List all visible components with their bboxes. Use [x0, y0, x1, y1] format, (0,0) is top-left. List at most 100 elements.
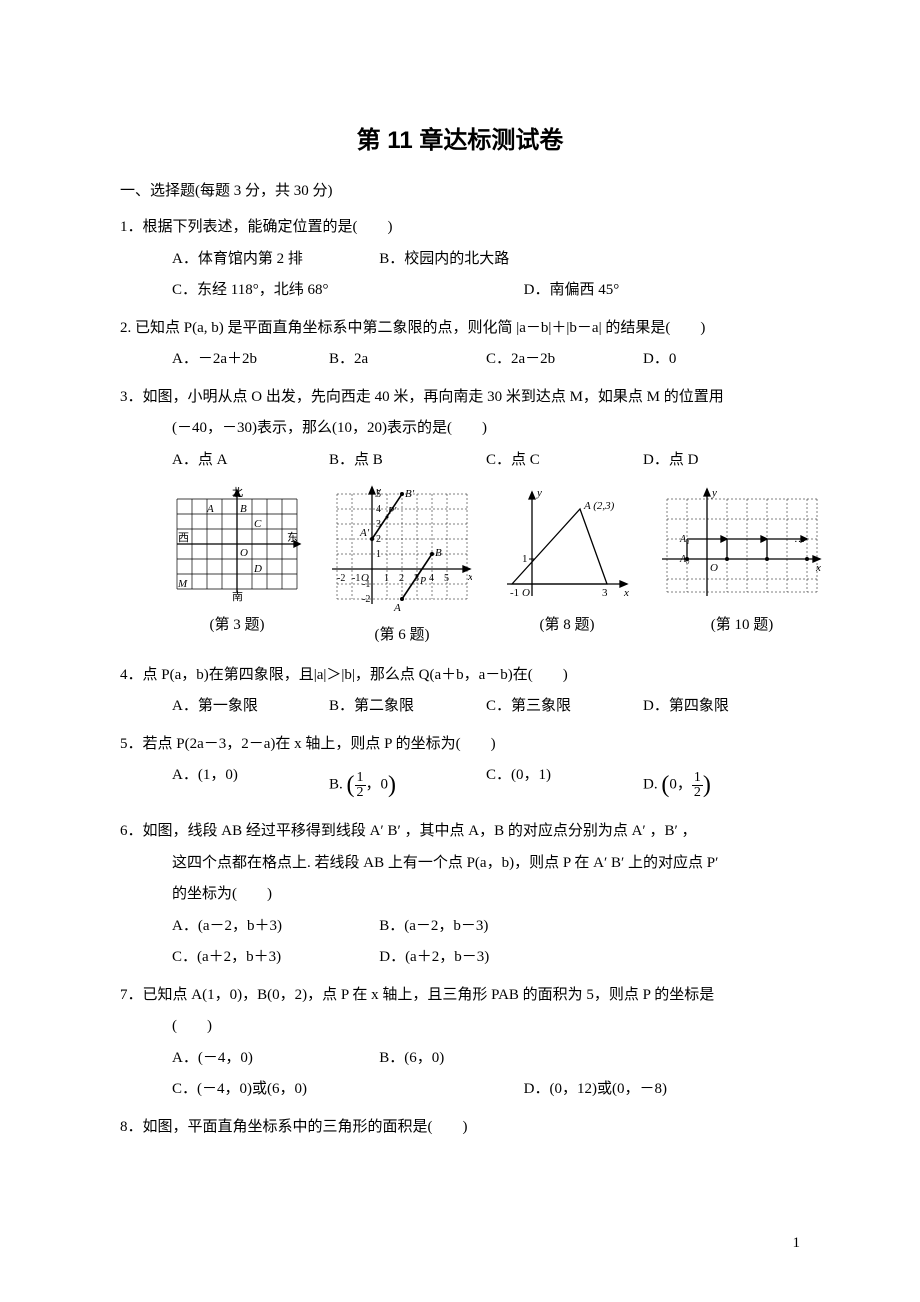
- svg-text:A: A: [206, 503, 214, 515]
- q4-option-A: A．第一象限: [172, 691, 329, 723]
- svg-text:-1: -1: [362, 579, 370, 590]
- question-8: 8．如图，平面直角坐标系中的三角形的面积是( ): [120, 1112, 800, 1144]
- question-6: 6．如图，线段 AB 经过平移得到线段 A′ B′ ，其中点 A，B 的对应点分…: [120, 816, 800, 974]
- svg-text:北: 北: [232, 486, 243, 499]
- svg-text:1: 1: [522, 553, 528, 565]
- svg-text:…: …: [794, 533, 805, 545]
- svg-text:1: 1: [376, 549, 381, 560]
- svg-text:C: C: [254, 518, 262, 530]
- svg-text:A (2,3): A (2,3): [583, 500, 615, 512]
- svg-text:P: P: [419, 576, 426, 587]
- svg-text:-2: -2: [337, 573, 345, 584]
- svg-text:3: 3: [602, 587, 608, 599]
- svg-text:5: 5: [444, 573, 449, 584]
- svg-text:1: 1: [384, 573, 389, 584]
- svg-text:5: 5: [376, 489, 381, 500]
- q6-stem-line3: 的坐标为( ): [120, 879, 800, 911]
- svg-text:B′: B′: [405, 488, 415, 500]
- svg-text:D: D: [253, 563, 262, 575]
- svg-text:B: B: [240, 503, 247, 515]
- svg-text:P′: P′: [387, 506, 397, 517]
- q4-option-D: D．第四象限: [643, 691, 800, 723]
- svg-text:-2: -2: [362, 594, 370, 605]
- q1-option-C: C．东经 118°，北纬 68°: [172, 275, 524, 307]
- svg-text:4: 4: [376, 504, 381, 515]
- q2-option-D: D．0: [643, 344, 800, 376]
- q3-option-A: A．点 A: [172, 445, 329, 477]
- svg-text:A: A: [393, 602, 401, 614]
- figures-row: 北 西 东 南 O A B C D M (第 3 题): [120, 484, 800, 652]
- q4-option-C: C．第三象限: [486, 691, 643, 723]
- svg-text:x: x: [467, 571, 472, 583]
- q3-option-B: B．点 B: [329, 445, 486, 477]
- question-7: 7．已知点 A(1，0)，B(0，2)，点 P 在 x 轴上，且三角形 PAB …: [120, 980, 800, 1106]
- svg-text:O: O: [710, 562, 718, 574]
- svg-text:x: x: [623, 587, 629, 599]
- q8-stem: 8．如图，平面直角坐标系中的三角形的面积是( ): [120, 1112, 800, 1144]
- q2-option-C: C．2a－2b: [486, 344, 643, 376]
- q4-option-B: B．第二象限: [329, 691, 486, 723]
- q2-stem: 2. 已知点 P(a, b) 是平面直角坐标系中第二象限的点，则化简 |a－b|…: [120, 313, 800, 345]
- q7-option-B: B．(6，0): [379, 1043, 444, 1075]
- q3-stem-line1: 3．如图，小明从点 O 出发，先向西走 40 米，再向南走 30 米到达点 M，…: [120, 382, 800, 414]
- q1-stem: 1．根据下列表述，能确定位置的是( ): [120, 212, 800, 244]
- svg-text:2: 2: [376, 534, 381, 545]
- figure-q8-label: (第 8 题): [540, 610, 595, 642]
- q6-option-D: D．(a＋2，b－3): [379, 942, 693, 974]
- q3-stem-line2: (－40，－30)表示，那么(10，20)表示的是( ): [120, 413, 800, 445]
- q5-option-D: D. (0，12): [643, 760, 800, 810]
- svg-text:y: y: [536, 487, 542, 499]
- figure-q10: x y O A₁ A₀: [662, 484, 822, 652]
- svg-text:B: B: [435, 547, 442, 559]
- q3-option-D: D．点 D: [643, 445, 800, 477]
- q5-option-C: C．(0，1): [486, 760, 643, 810]
- page-number: 1: [793, 1235, 801, 1252]
- q6-option-B: B．(a－2，b－3): [379, 911, 693, 943]
- svg-text:A′: A′: [359, 527, 370, 539]
- q7-stem-line2: ( ): [120, 1011, 800, 1043]
- svg-text:O: O: [240, 547, 248, 559]
- q1-option-A: A．体育馆内第 2 排: [172, 244, 379, 276]
- svg-text:西: 西: [178, 532, 189, 544]
- q1-option-D: D．南偏西 45°: [524, 275, 800, 307]
- svg-text:4: 4: [429, 573, 434, 584]
- svg-text:-1: -1: [510, 587, 519, 599]
- q7-option-A: A．(－4，0): [172, 1043, 379, 1075]
- svg-text:2: 2: [399, 573, 404, 584]
- q3-option-C: C．点 C: [486, 445, 643, 477]
- q6-option-A: A．(a－2，b＋3): [172, 911, 379, 943]
- figure-q8: x y O -1 3 1 A (2,3) (第 8 题): [502, 484, 632, 652]
- svg-text:东: 东: [287, 531, 298, 544]
- q2-option-B: B．2a: [329, 344, 486, 376]
- figure-q6: x y O -2 -1 1 2 3 4 5 -1 -2 1 2 3 4: [332, 484, 472, 652]
- svg-text:y: y: [711, 487, 717, 499]
- figure-q3: 北 西 东 南 O A B C D M (第 3 题): [172, 484, 302, 652]
- question-2: 2. 已知点 P(a, b) 是平面直角坐标系中第二象限的点，则化简 |a－b|…: [120, 313, 800, 376]
- q6-stem-line1: 6．如图，线段 AB 经过平移得到线段 A′ B′ ，其中点 A，B 的对应点分…: [120, 816, 800, 848]
- q6-stem-line2: 这四个点都在格点上. 若线段 AB 上有一个点 P(a，b)，则点 P 在 A′…: [120, 848, 800, 880]
- q4-stem: 4．点 P(a，b)在第四象限，且|a|＞|b|，那么点 Q(a＋b，a－b)在…: [120, 660, 800, 692]
- q2-option-A: A．－2a＋2b: [172, 344, 329, 376]
- q1-option-B: B．校园内的北大路: [379, 244, 800, 276]
- q7-option-C: C．(－4，0)或(6，0): [172, 1074, 524, 1106]
- question-4: 4．点 P(a，b)在第四象限，且|a|＞|b|，那么点 Q(a＋b，a－b)在…: [120, 660, 800, 723]
- figure-q3-label: (第 3 题): [210, 610, 265, 642]
- figure-q10-label: (第 10 题): [711, 610, 774, 642]
- q7-option-D: D．(0，12)或(0，－8): [524, 1074, 667, 1106]
- svg-text:南: 南: [232, 590, 243, 603]
- section-header: 一、选择题(每题 3 分，共 30 分): [120, 179, 800, 200]
- svg-text:M: M: [177, 578, 188, 590]
- question-3: 3．如图，小明从点 O 出发，先向西走 40 米，再向南走 30 米到达点 M，…: [120, 382, 800, 652]
- page-title: 第 11 章达标测试卷: [120, 120, 800, 155]
- q5-option-B: B. (12，0): [329, 760, 486, 810]
- figure-q6-label: (第 6 题): [375, 620, 430, 652]
- question-1: 1．根据下列表述，能确定位置的是( ) A．体育馆内第 2 排 B．校园内的北大…: [120, 212, 800, 307]
- svg-text:-1: -1: [352, 573, 360, 584]
- svg-text:x: x: [815, 562, 821, 574]
- q5-stem: 5．若点 P(2a－3，2－a)在 x 轴上，则点 P 的坐标为( ): [120, 729, 800, 761]
- svg-text:O: O: [522, 587, 530, 599]
- q5-option-A: A．(1，0): [172, 760, 329, 810]
- q6-option-C: C．(a＋2，b＋3): [172, 942, 379, 974]
- q7-stem-line1: 7．已知点 A(1，0)，B(0，2)，点 P 在 x 轴上，且三角形 PAB …: [120, 980, 800, 1012]
- question-5: 5．若点 P(2a－3，2－a)在 x 轴上，则点 P 的坐标为( ) A．(1…: [120, 729, 800, 811]
